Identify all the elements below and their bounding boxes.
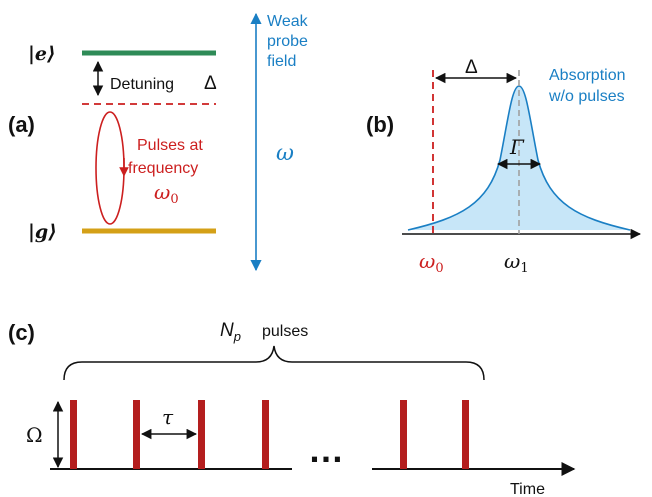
pulses-line2: frequency (128, 160, 198, 177)
excited-state-label: |e⟩ (28, 43, 56, 65)
pulse-bar (133, 400, 140, 469)
ground-state-label: |g⟩ (28, 221, 57, 243)
probe-line3: field (267, 53, 296, 70)
tau-label: τ (162, 405, 174, 429)
detuning-label: Detuning (110, 76, 174, 93)
panel-a: (a) |e⟩ Detuning Δ Pulses at frequency ω… (8, 12, 309, 272)
pulses-cycle-ellipse (95, 111, 125, 225)
omega0-label: ω0 (419, 249, 444, 276)
pulse-bar (400, 400, 407, 469)
delta-label: Δ (465, 57, 478, 78)
pulses-frequency: ω0 (154, 180, 179, 207)
pulse-group-brace (63, 345, 485, 381)
probe-line2: probe (267, 33, 308, 50)
ellipsis: … (308, 429, 344, 470)
absorption-curve-fill (408, 86, 630, 230)
panel-c: (c) Np pulses Ω τ … Time (8, 320, 576, 497)
probe-line1: Weak (267, 13, 309, 30)
probe-omega: ω (276, 141, 294, 166)
pulse-bar (262, 400, 269, 469)
panel-c-label: (c) (8, 320, 35, 345)
panel-b: (b) Δ Γ Absorption w/o pulses ω0 ω1 (366, 57, 642, 276)
pulses-count-word: pulses (262, 323, 308, 340)
absorption-line2: w/o pulses (548, 88, 625, 105)
detuning-delta: Δ (204, 73, 217, 94)
np-label: Np (220, 320, 241, 344)
panel-a-label: (a) (8, 112, 35, 137)
pulse-bar (70, 400, 77, 469)
omega1-label: ω1 (504, 249, 529, 276)
amplitude-omega: Ω (26, 423, 43, 447)
gamma-label: Γ (509, 135, 525, 159)
pulses-line1: Pulses at (137, 137, 203, 154)
absorption-line1: Absorption (549, 67, 626, 84)
pulse-bar (462, 400, 469, 469)
time-label: Time (510, 481, 545, 497)
pulse-bar (198, 400, 205, 469)
panel-b-label: (b) (366, 112, 394, 137)
